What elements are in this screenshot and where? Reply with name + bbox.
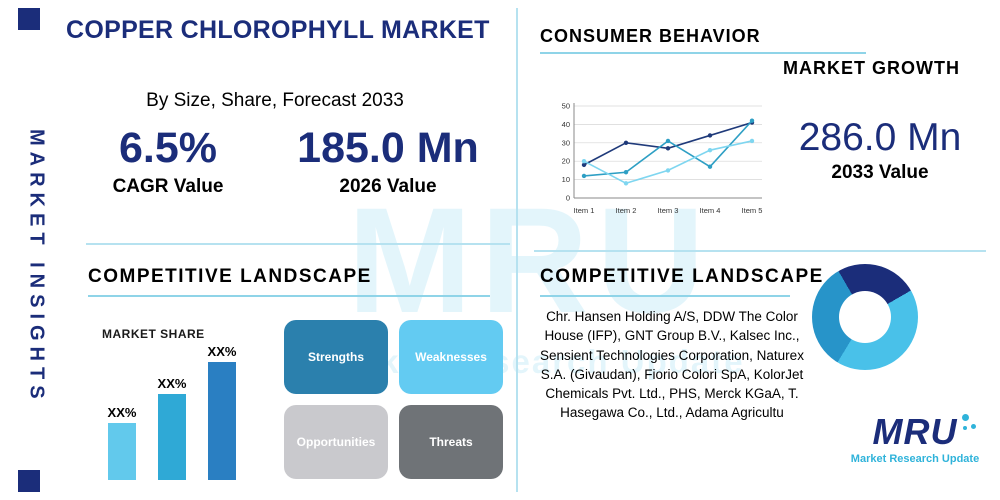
competitive-landscape-left-heading: COMPETITIVE LANDSCAPE (88, 266, 372, 287)
bar-rect (158, 394, 186, 480)
corner-square-bottom (18, 470, 40, 492)
corner-square-top (18, 8, 40, 30)
horizontal-divider-right (534, 250, 986, 252)
cagr-value: 6.5% (118, 124, 217, 172)
vertical-divider (516, 8, 518, 492)
key-companies-list: Chr. Hansen Holding A/S, DDW The Color H… (540, 309, 804, 421)
cagr-stat: 6.5% CAGR Value (58, 124, 278, 198)
swot-opportunities-cell: Opportunities (284, 405, 388, 479)
swot-threats-cell: Threats (399, 405, 503, 479)
consumer-behavior-underline (540, 52, 866, 54)
company-share-donut-chart (812, 264, 918, 370)
bar-value-label: XX% (207, 344, 237, 359)
page-title: COPPER CHLOROPHYLL MARKET (66, 16, 490, 44)
svg-text:Item 5: Item 5 (742, 206, 763, 215)
svg-text:30: 30 (562, 138, 570, 147)
forecast-value: 286.0 Mn (798, 116, 962, 159)
svg-text:Item 4: Item 4 (700, 206, 721, 215)
competitive-landscape-right-underline (540, 295, 790, 297)
forecast-stat: 286.0 Mn 2033 Value (775, 116, 985, 184)
competitive-landscape-left-underline (88, 295, 490, 297)
brand-logo: MRU Market Research Update (840, 412, 990, 465)
forecast-label: 2033 Value (831, 162, 929, 183)
market-share-bar: XX% (108, 405, 136, 480)
consumer-behavior-line-chart: 0 10 20 30 40 50 Item 1 Item 2 Item 3 Item 4 Item … (550, 98, 770, 218)
swot-grid: Strengths Weaknesses Opportunities Threa… (284, 320, 503, 479)
donut-hole (839, 291, 891, 343)
cagr-label: CAGR Value (112, 176, 224, 197)
base-year-value: 185.0 Mn (297, 124, 479, 172)
competitive-landscape-right-heading: COMPETITIVE LANDSCAPE (540, 266, 824, 287)
svg-text:40: 40 (562, 120, 570, 129)
consumer-behavior-heading: CONSUMER BEHAVIOR (540, 26, 761, 46)
market-share-bar: XX% (158, 376, 186, 480)
bar-rect (108, 423, 136, 480)
base-year-stat: 185.0 Mn 2026 Value (278, 124, 498, 198)
svg-text:10: 10 (562, 175, 570, 184)
brand-logo-text: MRU (873, 412, 977, 452)
stats-row: 6.5% CAGR Value 185.0 Mn 2026 Value (58, 124, 498, 198)
svg-text:Item 3: Item 3 (658, 206, 679, 215)
logo-dots-icon (971, 424, 977, 429)
bar-value-label: XX% (157, 376, 187, 391)
svg-text:20: 20 (562, 157, 570, 166)
svg-text:50: 50 (562, 102, 570, 111)
svg-text:Item 2: Item 2 (616, 206, 637, 215)
market-share-bar-chart: XX% XX% XX% (100, 340, 275, 480)
page-subtitle: By Size, Share, Forecast 2033 (146, 90, 404, 111)
market-growth-heading: MARKET GROWTH (783, 58, 960, 78)
logo-dots-icon (962, 414, 970, 421)
svg-text:0: 0 (566, 194, 570, 203)
bar-value-label: XX% (107, 405, 137, 420)
sidebar-vertical-label: MARKET INSIGHTS (25, 129, 48, 405)
svg-text:Item 1: Item 1 (574, 206, 595, 215)
horizontal-divider-left (86, 243, 510, 245)
swot-strengths-cell: Strengths (284, 320, 388, 394)
base-year-label: 2026 Value (339, 176, 437, 197)
market-share-label: MARKET SHARE (102, 327, 205, 341)
brand-logo-subtitle: Market Research Update (850, 452, 980, 465)
bar-rect (208, 362, 236, 480)
swot-weaknesses-cell: Weaknesses (399, 320, 503, 394)
logo-dots-icon (963, 426, 968, 430)
market-share-bar: XX% (208, 344, 236, 480)
